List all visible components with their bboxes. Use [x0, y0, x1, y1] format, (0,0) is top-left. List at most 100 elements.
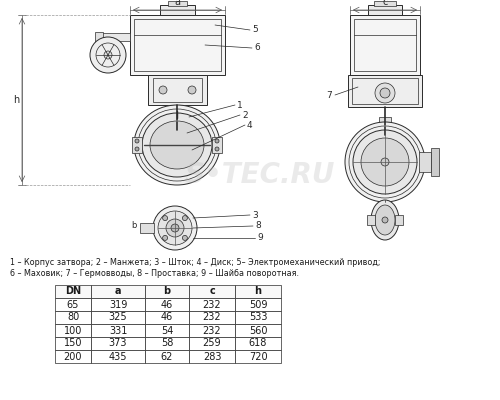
Text: 232: 232	[202, 326, 222, 336]
Text: 325: 325	[108, 312, 128, 322]
Bar	[55, 324, 91, 337]
Bar	[91, 298, 145, 311]
Bar	[235, 298, 281, 311]
Bar	[91, 311, 145, 324]
Text: 533: 533	[249, 312, 267, 322]
Bar	[348, 75, 422, 107]
Text: 435: 435	[109, 352, 127, 362]
Text: 1 – Корпус затвора; 2 – Манжета; 3 – Шток; 4 – Диск; 5– Электромеханический прив: 1 – Корпус затвора; 2 – Манжета; 3 – Што…	[10, 258, 380, 267]
Bar	[55, 350, 91, 363]
Circle shape	[162, 235, 168, 240]
Bar	[134, 19, 221, 71]
Text: 283: 283	[203, 352, 221, 362]
Circle shape	[158, 211, 192, 245]
Circle shape	[182, 216, 188, 221]
Bar	[91, 350, 145, 363]
Bar	[189, 350, 235, 363]
Text: 7: 7	[326, 90, 332, 100]
Text: 8: 8	[255, 222, 261, 230]
Text: 6: 6	[254, 44, 260, 52]
Bar	[368, 5, 402, 15]
Bar	[189, 298, 235, 311]
Bar	[235, 324, 281, 337]
Ellipse shape	[375, 205, 395, 235]
Text: 6 – Маховик; 7 – Гермовводы, 8 – Проставка; 9 – Шайба поворотная.: 6 – Маховик; 7 – Гермовводы, 8 – Простав…	[10, 269, 299, 278]
Text: 65: 65	[67, 300, 79, 310]
Bar	[235, 350, 281, 363]
Circle shape	[353, 130, 417, 194]
Text: 618: 618	[249, 338, 267, 348]
Bar	[235, 311, 281, 324]
Circle shape	[215, 139, 219, 143]
Bar	[171, 114, 183, 122]
Bar	[354, 19, 416, 71]
Bar	[189, 285, 235, 298]
Bar	[55, 311, 91, 324]
Text: h: h	[254, 286, 262, 296]
Text: b: b	[132, 220, 137, 230]
Bar	[145, 337, 189, 350]
Text: 58: 58	[161, 338, 173, 348]
Circle shape	[215, 147, 219, 151]
Bar	[148, 75, 207, 105]
Bar	[55, 337, 91, 350]
Text: 46: 46	[161, 300, 173, 310]
Bar	[419, 152, 431, 172]
Circle shape	[188, 86, 196, 94]
Bar	[350, 15, 420, 75]
Ellipse shape	[371, 200, 399, 240]
Bar	[395, 215, 403, 225]
Circle shape	[159, 86, 167, 94]
Text: 232: 232	[202, 300, 222, 310]
Ellipse shape	[150, 121, 204, 169]
Bar	[352, 78, 418, 104]
Circle shape	[104, 51, 112, 59]
Bar	[367, 215, 375, 225]
Bar	[145, 311, 189, 324]
Bar	[91, 285, 145, 298]
Bar	[95, 32, 103, 42]
Text: 9: 9	[257, 234, 263, 242]
Bar	[374, 1, 396, 6]
Text: h: h	[13, 95, 19, 105]
Circle shape	[90, 37, 126, 73]
Text: 200: 200	[64, 352, 82, 362]
Text: 150: 150	[64, 338, 82, 348]
Text: 232: 232	[202, 312, 222, 322]
Text: 373: 373	[109, 338, 127, 348]
Bar	[91, 337, 145, 350]
Bar	[431, 148, 439, 176]
Bar	[189, 337, 235, 350]
Bar	[145, 285, 189, 298]
Bar	[153, 78, 202, 102]
Circle shape	[382, 217, 388, 223]
Text: 5: 5	[252, 26, 258, 34]
Bar	[140, 223, 154, 233]
Circle shape	[381, 158, 389, 166]
Text: 2: 2	[242, 110, 248, 120]
Text: 1: 1	[237, 100, 243, 110]
Text: 319: 319	[109, 300, 127, 310]
Bar	[132, 137, 142, 153]
Ellipse shape	[142, 113, 212, 177]
Bar	[145, 298, 189, 311]
Circle shape	[380, 88, 390, 98]
Bar	[145, 350, 189, 363]
Text: 259: 259	[202, 338, 222, 348]
Bar	[235, 337, 281, 350]
Text: 80: 80	[67, 312, 79, 322]
Bar	[102, 33, 130, 41]
Bar	[55, 285, 91, 298]
Text: b: b	[164, 286, 170, 296]
Circle shape	[162, 216, 168, 221]
Text: 560: 560	[249, 326, 267, 336]
Bar	[235, 285, 281, 298]
Text: 46: 46	[161, 312, 173, 322]
Bar	[55, 298, 91, 311]
Text: 54: 54	[161, 326, 173, 336]
Bar	[91, 324, 145, 337]
Bar	[189, 324, 235, 337]
Circle shape	[153, 206, 197, 250]
Text: 509: 509	[249, 300, 267, 310]
Bar	[212, 137, 222, 153]
